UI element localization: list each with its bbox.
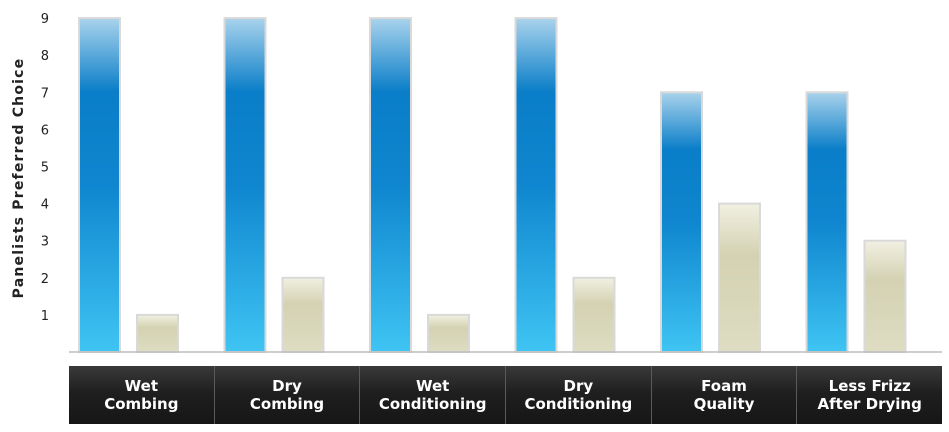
category-band: Wet Combing Dry Combing Wet Conditioning Dry Co… — [69, 366, 942, 424]
bar-series-1-1 — [223, 17, 267, 353]
bar-series-1-0 — [78, 17, 121, 353]
category-label-line: Less Frizz — [828, 377, 911, 395]
y-tick-label: 3 — [41, 235, 49, 250]
bars — [78, 17, 907, 354]
y-axis-label: Panelists Preferred Choice — [11, 58, 27, 299]
bar-series-1-2 — [369, 17, 412, 353]
y-tick-label: 4 — [41, 198, 49, 213]
bar-series-1-5 — [805, 91, 849, 354]
category-label-line: Foam — [701, 377, 747, 395]
y-tick-label: 2 — [41, 272, 49, 287]
y-tick-label: 9 — [41, 12, 49, 27]
category-label-3: Dry Conditioning — [505, 366, 651, 424]
y-tick-label: 8 — [41, 49, 49, 64]
category-label-line: Conditioning — [524, 395, 633, 413]
y-tick-label: 1 — [41, 309, 49, 324]
category-label-line: Dry — [272, 377, 302, 395]
y-tick-label: 7 — [41, 86, 49, 101]
category-label-0: Wet Combing — [69, 366, 214, 424]
bar-series-2-3 — [572, 276, 616, 353]
category-label-line: Combing — [104, 395, 179, 413]
category-label-line: Quality — [693, 395, 755, 413]
category-label-1: Dry Combing — [213, 366, 360, 424]
category-label-2: Wet Conditioning — [359, 366, 505, 424]
bar-series-1-4 — [660, 91, 703, 354]
bar-series-2-0 — [136, 313, 179, 353]
category-label-line: Wet — [124, 377, 158, 395]
bar-series-2-1 — [281, 276, 325, 353]
bar-series-2-2 — [427, 313, 470, 353]
y-axis-ticks: 1 2 3 4 5 6 7 8 9 — [41, 12, 49, 324]
bar-series-2-5 — [863, 239, 907, 353]
bar-series-1-3 — [514, 17, 558, 353]
category-label-5: Less Frizz After Drying — [796, 366, 942, 424]
category-label-4: Foam Quality — [650, 366, 797, 424]
category-label-line: After Drying — [817, 395, 922, 413]
category-label-line: Combing — [249, 395, 325, 413]
category-label-line: Wet — [416, 377, 450, 395]
y-tick-label: 6 — [41, 123, 49, 138]
category-label-line: Conditioning — [378, 395, 487, 413]
bar-series-2-4 — [718, 202, 761, 353]
y-tick-label: 5 — [41, 161, 49, 176]
category-label-line: Dry — [563, 377, 594, 395]
